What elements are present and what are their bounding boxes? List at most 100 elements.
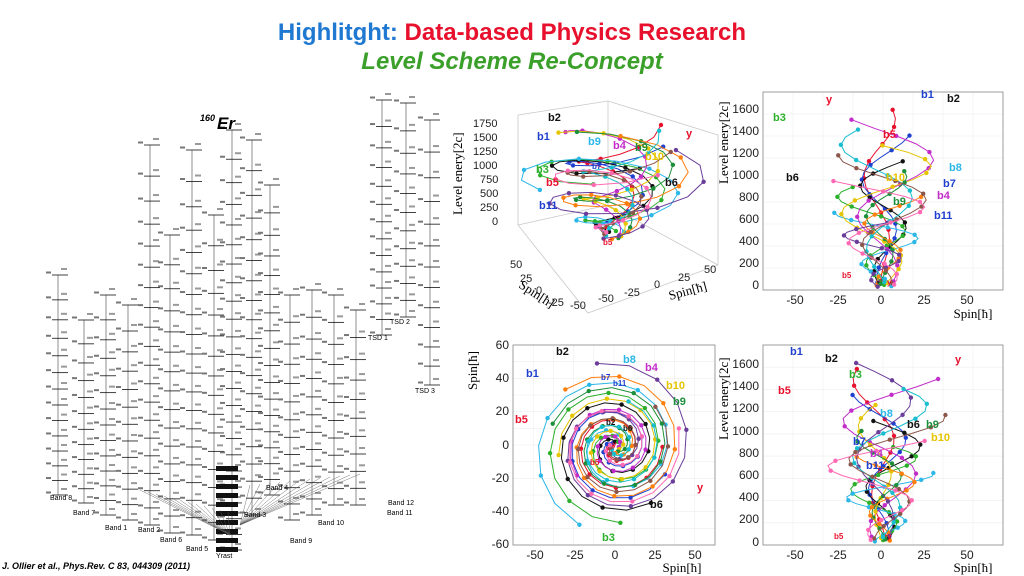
energy-label-mark — [87, 452, 93, 455]
level-label-mark — [158, 512, 163, 515]
series-point — [598, 435, 604, 440]
series-point — [893, 178, 898, 184]
level-label-mark — [322, 380, 327, 383]
level-label-mark — [158, 261, 163, 264]
energy-label-mark — [195, 475, 201, 478]
series-point — [593, 225, 598, 230]
curve-label: b5 — [546, 177, 559, 189]
level-label-mark — [94, 511, 99, 514]
level-label-mark — [258, 327, 263, 330]
series-point — [928, 425, 934, 430]
series-point — [574, 129, 580, 135]
curve-label: b1 — [790, 346, 803, 358]
series-point — [613, 228, 619, 234]
plot-3d-curves — [520, 122, 706, 242]
level-label-mark — [394, 279, 399, 282]
series-point — [846, 240, 851, 246]
energy-label-mark — [315, 508, 321, 510]
energy-label-mark — [273, 375, 279, 378]
series-point — [668, 149, 673, 155]
series-point — [878, 214, 884, 219]
level-label-mark — [344, 376, 349, 379]
energy-label-mark — [293, 315, 299, 318]
curve-label: b2 — [548, 112, 561, 124]
energy-label-mark — [315, 283, 321, 285]
energy-label-mark — [315, 389, 321, 392]
series-point — [869, 504, 875, 510]
series-point — [574, 218, 579, 223]
series-point — [570, 163, 576, 168]
series-point — [652, 455, 657, 460]
level-label-mark — [300, 313, 305, 316]
energy-label-mark — [153, 466, 159, 469]
level-label-mark — [180, 388, 185, 391]
series-point — [890, 490, 895, 495]
energy-label-mark — [109, 288, 115, 290]
level-label-mark — [46, 385, 51, 388]
energy-label-mark — [293, 513, 299, 515]
band-label-tsd2: TSD 2 — [390, 319, 410, 326]
level-label-mark — [322, 485, 327, 488]
series-point — [627, 225, 633, 230]
yaxis-tick: 20 — [496, 404, 510, 418]
level-label-mark — [240, 477, 245, 480]
series-point — [633, 442, 638, 447]
level-label-mark — [240, 425, 245, 428]
energy-label-mark — [255, 439, 261, 442]
energy-label-mark — [195, 493, 201, 496]
energy-label-mark — [359, 303, 365, 305]
xaxis-tick: 25 — [917, 293, 931, 307]
yaxis-tick: 800 — [739, 446, 759, 460]
series-line — [538, 382, 668, 526]
plot-frame — [512, 344, 716, 546]
energy-label-mark — [109, 464, 115, 467]
level-label-mark — [202, 311, 207, 314]
series-point — [701, 179, 706, 184]
level-label-mark — [138, 220, 143, 223]
energy-label-mark — [235, 237, 241, 240]
energy-label-mark — [61, 348, 67, 351]
level-label-mark — [72, 340, 77, 343]
level-label-mark — [240, 136, 245, 139]
level-label-mark — [322, 318, 327, 321]
series-point — [585, 474, 590, 480]
series-point — [599, 424, 605, 430]
level-label-mark — [300, 355, 305, 358]
level-label-mark — [116, 501, 121, 504]
level-label-mark — [322, 398, 327, 401]
level-label-mark — [322, 340, 327, 343]
energy-label-mark — [385, 160, 391, 163]
level-label-mark — [138, 342, 143, 345]
series-point — [889, 148, 894, 153]
level-label-mark — [278, 467, 283, 470]
yaxis-label: Level enery[2c] — [716, 101, 731, 184]
series-point — [831, 178, 836, 184]
series-point — [577, 522, 582, 527]
series-point — [593, 199, 598, 204]
series-point — [588, 423, 593, 428]
series-point — [589, 192, 594, 198]
series-point — [613, 193, 619, 198]
level-label-mark — [240, 443, 245, 446]
series-point — [586, 438, 591, 444]
level-label-mark — [220, 241, 225, 244]
series-point — [849, 204, 854, 209]
level-label-mark — [300, 286, 305, 289]
energy-label-mark — [235, 480, 241, 483]
energy-label-mark — [385, 281, 391, 284]
energy-label-mark — [255, 368, 261, 371]
series-point — [873, 463, 878, 468]
level-label-mark — [220, 297, 225, 300]
level-label-mark — [322, 416, 327, 419]
energy-label-mark — [293, 480, 299, 483]
series-point — [637, 216, 643, 221]
yrast-thick-level — [216, 475, 238, 480]
level-label-mark — [220, 333, 225, 336]
curve-label: b5 — [883, 129, 896, 141]
level-label-mark — [202, 483, 207, 486]
reference-citation: J. Ollier et al., Phys.Rev. C 83, 044309… — [2, 561, 190, 571]
series-point — [611, 468, 616, 474]
energy-label-mark — [359, 447, 365, 450]
series-point — [583, 211, 589, 217]
series-point — [891, 433, 897, 439]
